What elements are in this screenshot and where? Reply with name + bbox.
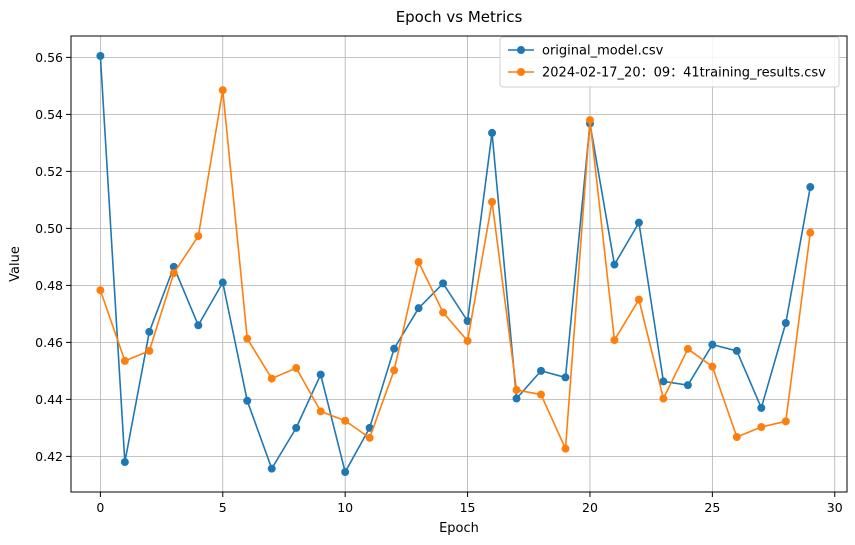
plot-area-frame — [70, 35, 848, 493]
data-point — [537, 366, 546, 375]
data-point — [439, 308, 448, 317]
y-tick-label: 0.46 — [35, 335, 63, 350]
y-axis-label: Value — [8, 246, 23, 282]
data-point — [463, 317, 472, 325]
data-point — [610, 336, 619, 345]
x-tick-label: 25 — [704, 500, 720, 515]
series-2 — [96, 86, 815, 453]
series-1 — [96, 51, 815, 477]
data-point — [561, 444, 570, 453]
data-point — [267, 464, 276, 473]
y-tick-label: 0.48 — [35, 278, 63, 293]
data-point — [561, 373, 570, 382]
data-point — [512, 394, 521, 403]
data-point — [145, 327, 154, 336]
data-point — [243, 334, 252, 343]
y-tick-label: 0.56 — [35, 50, 63, 65]
data-point — [732, 432, 741, 441]
data-point — [585, 116, 594, 125]
data-point — [365, 433, 374, 442]
data-point — [634, 295, 643, 304]
data-point — [390, 366, 399, 375]
y-tick-label: 0.52 — [35, 164, 63, 179]
data-point — [512, 385, 521, 394]
legend-item: original_model.csv — [508, 44, 664, 59]
x-tick-label: 10 — [337, 500, 353, 515]
y-tick-label: 0.42 — [35, 449, 63, 464]
legend-label: 2024-02-17_20：09：41training_results.csv — [542, 66, 826, 81]
data-point — [439, 279, 448, 288]
legend: original_model.csv 2024-02-17_20：09：41tra… — [499, 36, 840, 88]
x-axis-label: Epoch — [439, 521, 479, 536]
data-point — [414, 258, 423, 267]
legend-box — [499, 36, 840, 88]
data-point — [120, 356, 129, 365]
legend-item: 2024-02-17_20：09：41training_results.csv — [508, 66, 826, 81]
y-axis: 0.42 0.44 0.46 0.48 0.50 0.52 0.54 0.56 — [35, 50, 71, 464]
data-point — [316, 370, 325, 379]
x-tick-label: 20 — [582, 500, 598, 515]
data-point — [683, 344, 692, 353]
data-point — [243, 396, 252, 405]
data-point — [732, 346, 741, 355]
data-point — [390, 344, 399, 353]
data-point — [292, 423, 301, 432]
x-tick-label: 0 — [96, 500, 104, 515]
data-point — [96, 51, 105, 60]
x-tick-label: 15 — [460, 500, 476, 515]
data-point — [708, 362, 717, 371]
x-tick-label: 30 — [827, 500, 843, 515]
data-point — [659, 377, 668, 386]
data-point — [610, 260, 619, 269]
series-layer — [96, 51, 815, 477]
data-point — [781, 417, 790, 426]
data-point — [194, 321, 203, 330]
legend-marker — [517, 68, 525, 76]
data-point — [683, 381, 692, 390]
data-point — [806, 228, 815, 237]
data-point — [169, 269, 178, 278]
data-point — [292, 364, 301, 373]
data-point — [414, 304, 423, 313]
data-point — [463, 336, 472, 345]
data-point — [781, 318, 790, 327]
data-point — [365, 423, 374, 432]
x-axis: 0 5 10 15 20 25 30 — [96, 492, 843, 515]
data-point — [316, 407, 325, 416]
data-point — [267, 374, 276, 383]
data-point — [659, 394, 668, 403]
data-point — [634, 218, 643, 227]
data-point — [194, 232, 203, 241]
series-line — [99, 55, 812, 473]
data-point — [218, 278, 227, 287]
data-point — [757, 403, 766, 412]
data-point — [757, 423, 766, 432]
data-point — [341, 416, 350, 425]
data-point — [341, 468, 350, 477]
data-point — [488, 197, 497, 206]
data-point — [218, 86, 227, 95]
data-point — [96, 286, 105, 295]
data-point — [537, 390, 546, 399]
legend-marker — [517, 46, 525, 54]
chart-title: Epoch vs Metrics — [396, 8, 523, 26]
data-point — [145, 346, 154, 355]
series-line — [99, 89, 812, 450]
data-point — [488, 128, 497, 137]
y-tick-label: 0.50 — [35, 221, 63, 236]
legend-label: original_model.csv — [542, 44, 664, 59]
y-tick-label: 0.44 — [35, 392, 63, 407]
data-point — [708, 340, 717, 349]
data-point — [806, 183, 815, 192]
data-point — [120, 458, 129, 467]
x-tick-label: 5 — [219, 500, 227, 515]
grid-lines — [71, 36, 847, 492]
y-tick-label: 0.54 — [35, 107, 63, 122]
